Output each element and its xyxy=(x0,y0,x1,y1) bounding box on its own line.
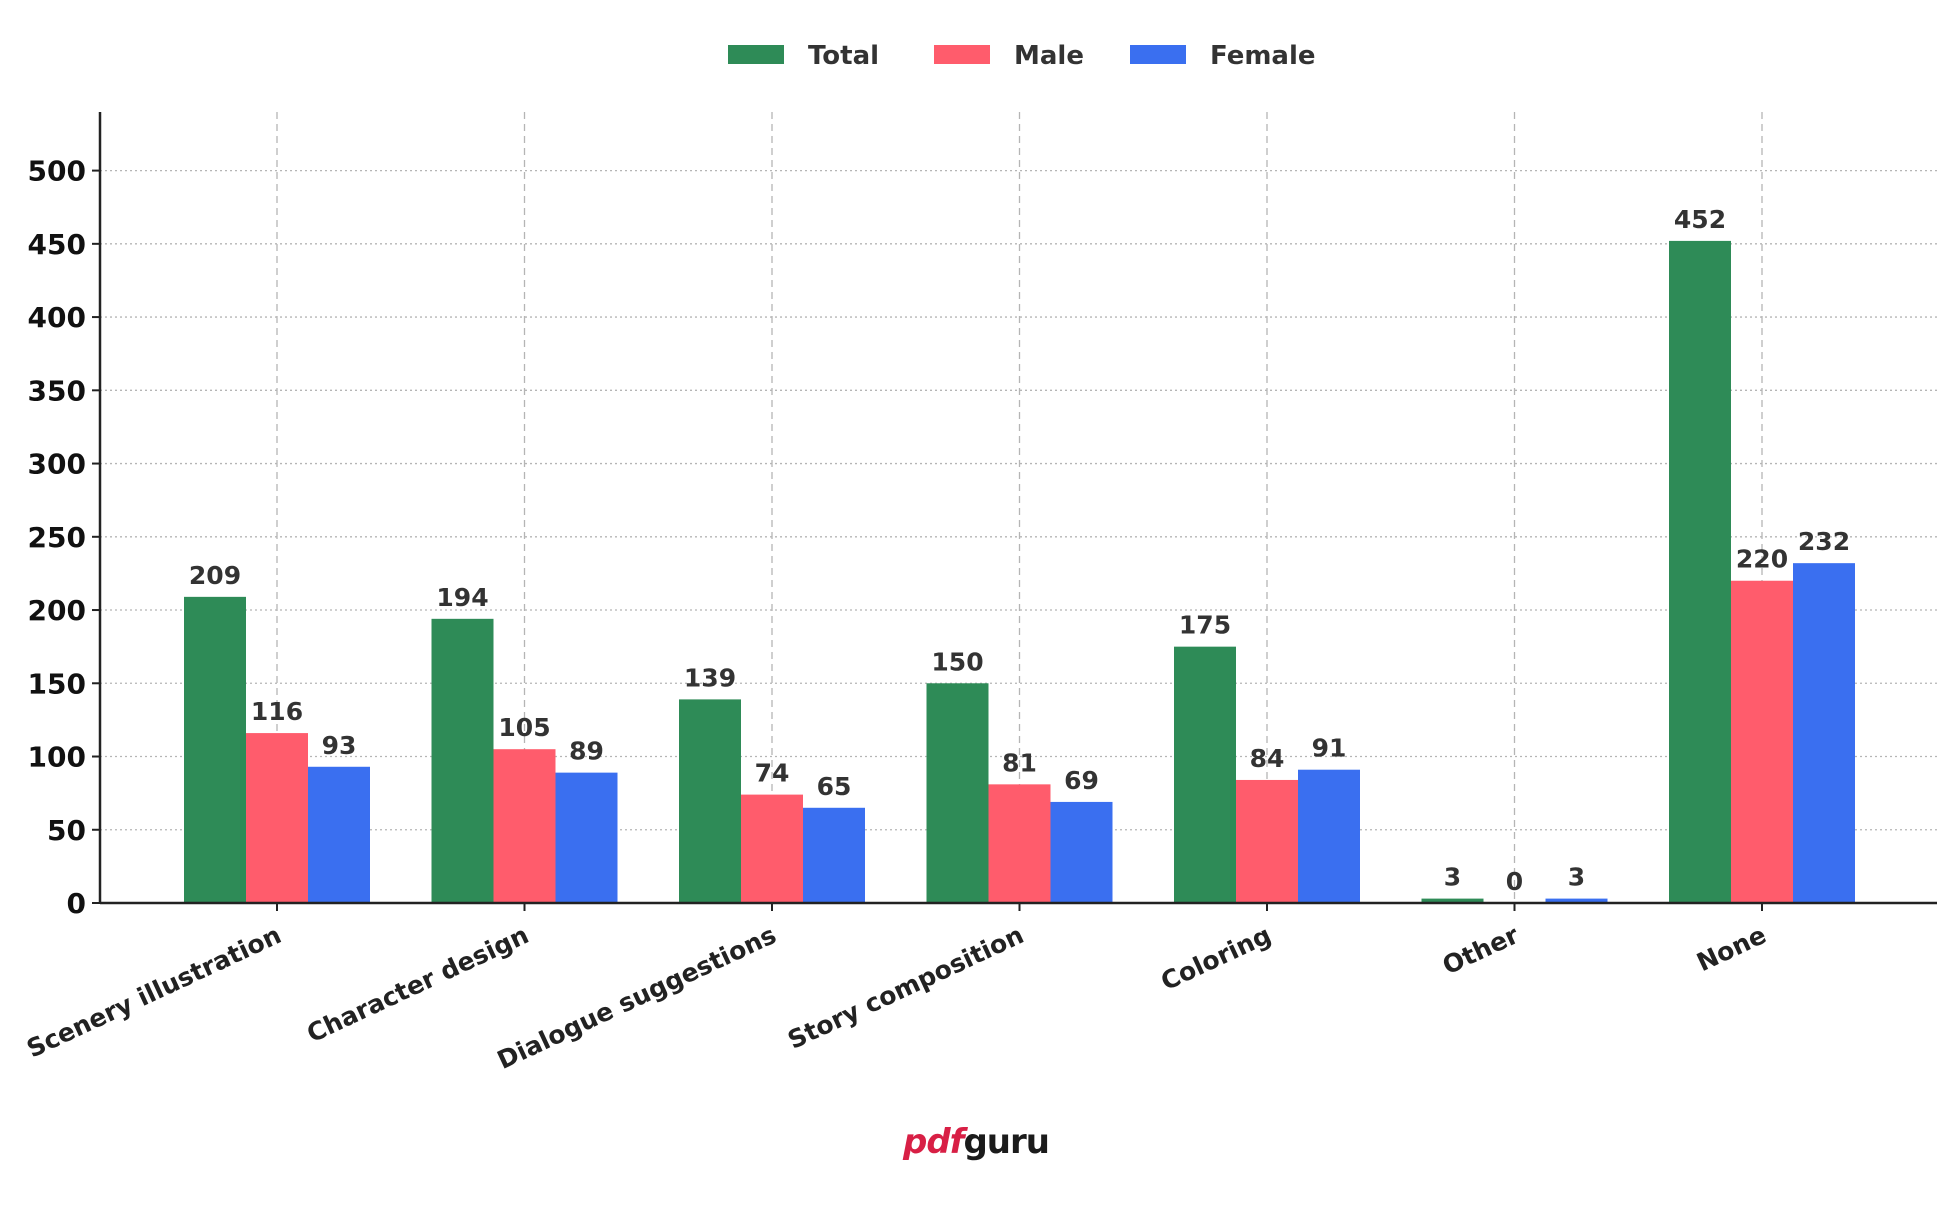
y-tick-label-500: 500 xyxy=(28,155,86,188)
value-label-male-scenery-illustration: 116 xyxy=(251,697,303,726)
value-label-female-story-composition: 69 xyxy=(1064,766,1099,795)
grid-lines xyxy=(100,112,1937,903)
y-tick-label-150: 150 xyxy=(28,667,86,700)
value-labels: 209 116 93 194 105 89 139 74 65 150 81 69 175 84 91 3 0 3… xyxy=(189,205,1850,896)
bar-male-scenery-illustration xyxy=(246,733,308,903)
bar-total-other xyxy=(1421,898,1484,903)
bar-total-story-composition xyxy=(926,683,989,903)
value-label-total-scenery-illustration: 209 xyxy=(189,561,241,590)
bar-male-coloring xyxy=(1236,779,1298,903)
value-label-female-character-design: 89 xyxy=(569,737,604,766)
legend: Total Male Female xyxy=(728,41,1316,71)
value-label-female-other: 3 xyxy=(1568,863,1585,892)
bars xyxy=(184,240,1855,904)
bar-total-dialogue-suggestions xyxy=(679,699,741,903)
y-tick-label-0: 0 xyxy=(67,887,86,920)
value-label-total-dialogue-suggestions: 139 xyxy=(684,663,736,692)
bar-female-dialogue-suggestions xyxy=(803,807,865,903)
legend-swatch-total xyxy=(728,45,784,64)
bar-total-coloring xyxy=(1174,646,1236,903)
value-label-male-other: 0 xyxy=(1506,867,1523,896)
bar-female-coloring xyxy=(1298,769,1360,903)
x-tick-label-story-composition: Story composition xyxy=(783,920,1028,1055)
y-tick-label-250: 250 xyxy=(28,521,86,554)
value-label-male-none: 220 xyxy=(1736,545,1788,574)
bar-male-character-design xyxy=(493,749,556,903)
value-label-male-character-design: 105 xyxy=(498,713,550,742)
bar-total-none xyxy=(1669,240,1731,904)
brand-logo: pdfguru xyxy=(0,1122,1952,1162)
value-label-male-coloring: 84 xyxy=(1250,744,1285,773)
bar-female-scenery-illustration xyxy=(308,766,370,903)
value-label-total-other: 3 xyxy=(1444,863,1461,892)
bar-male-story-composition xyxy=(988,784,1051,903)
x-tick-label-coloring: Coloring xyxy=(1156,920,1275,996)
y-tick-label-350: 350 xyxy=(28,374,86,407)
value-label-total-none: 452 xyxy=(1674,205,1726,234)
y-tick-label-450: 450 xyxy=(28,228,86,261)
value-label-female-none: 232 xyxy=(1798,527,1850,556)
bar-female-story-composition xyxy=(1050,801,1113,903)
bar-total-scenery-illustration xyxy=(184,596,246,903)
bar-total-character-design xyxy=(431,618,494,903)
bar-female-character-design xyxy=(555,772,618,903)
legend-label-male: Male xyxy=(1014,41,1084,71)
brand-logo-pdf: pdf xyxy=(903,1122,964,1162)
x-tick-label-other: Other xyxy=(1438,920,1524,980)
x-axis-ticks: Scenery illustration Character designDial… xyxy=(22,903,1771,1075)
value-label-female-dialogue-suggestions: 65 xyxy=(817,772,852,801)
legend-swatch-male xyxy=(934,45,990,64)
x-tick-label-scenery-illustration: Scenery illustration xyxy=(22,920,285,1063)
bar-female-other xyxy=(1545,898,1608,903)
legend-label-female: Female xyxy=(1210,41,1316,71)
y-tick-label-200: 200 xyxy=(28,594,86,627)
y-tick-label-50: 50 xyxy=(47,814,86,847)
x-tick-label-none: None xyxy=(1692,920,1770,977)
brand-logo-guru: guru xyxy=(963,1122,1050,1162)
y-axis-ticks: 0 50 100 150 200 250 300 350 400 450 500 xyxy=(28,155,100,920)
y-tick-label-100: 100 xyxy=(28,741,86,774)
value-label-female-scenery-illustration: 93 xyxy=(322,731,357,760)
bar-male-none xyxy=(1731,580,1793,903)
x-tick-label-character-design: Character design xyxy=(302,920,533,1048)
value-label-male-dialogue-suggestions: 74 xyxy=(755,759,790,788)
value-label-total-story-composition: 150 xyxy=(931,647,983,676)
bar-male-dialogue-suggestions xyxy=(741,794,803,903)
y-tick-label-300: 300 xyxy=(28,448,86,481)
value-label-male-story-composition: 81 xyxy=(1002,748,1037,777)
value-label-total-coloring: 175 xyxy=(1179,611,1231,640)
legend-swatch-female xyxy=(1130,45,1186,64)
bar-female-none xyxy=(1793,563,1855,903)
value-label-total-character-design: 194 xyxy=(436,583,488,612)
x-tick-label-dialogue-suggestions: Dialogue suggestions xyxy=(493,920,781,1075)
y-tick-label-400: 400 xyxy=(28,301,86,334)
value-label-female-coloring: 91 xyxy=(1312,734,1347,763)
legend-label-total: Total xyxy=(808,41,879,71)
